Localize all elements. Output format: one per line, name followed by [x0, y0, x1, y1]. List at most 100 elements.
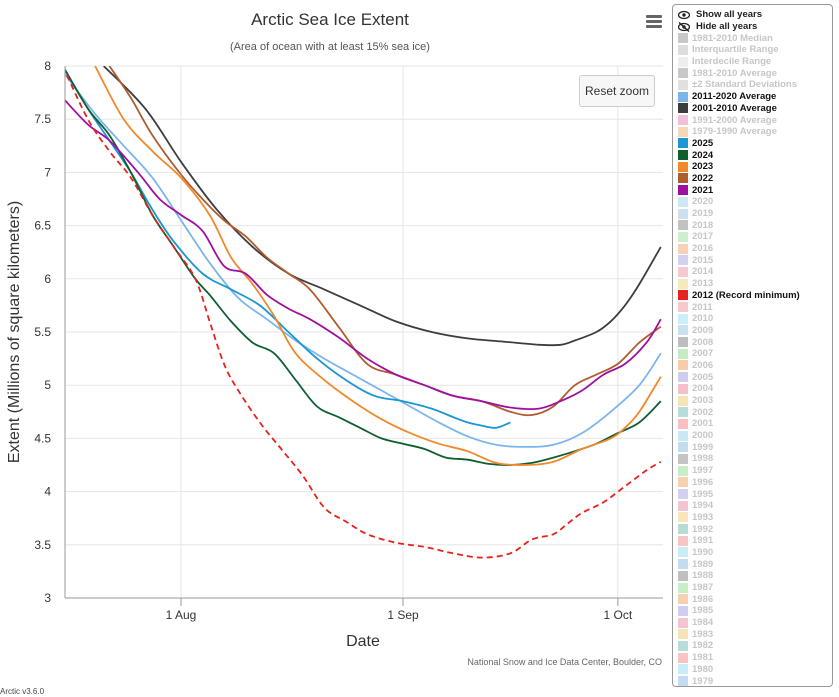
- legend-label: 1981-2010 Average: [692, 67, 777, 79]
- legend-item-1995[interactable]: 1995: [678, 488, 832, 500]
- series-line-2021[interactable]: [63, 98, 662, 410]
- legend-label: 1995: [692, 488, 714, 500]
- legend-swatch: [678, 535, 688, 546]
- legend-label: 2012 (Record minimum): [692, 289, 800, 301]
- legend-item-1980[interactable]: 1980: [678, 664, 832, 676]
- legend-swatch: [678, 453, 688, 464]
- legend-item-2011-2020-average[interactable]: 2011-2020 Average: [678, 91, 832, 103]
- legend-item-1989[interactable]: 1989: [678, 558, 832, 570]
- y-tick-label: 4.5: [34, 431, 51, 445]
- legend-item-2007[interactable]: 2007: [678, 348, 832, 360]
- series-line-2025[interactable]: [63, 66, 511, 429]
- legend-swatch: [678, 302, 688, 313]
- legend-item-1996[interactable]: 1996: [678, 477, 832, 489]
- legend-item-2003[interactable]: 2003: [678, 395, 832, 407]
- legend-item-2004[interactable]: 2004: [678, 383, 832, 395]
- legend-item-2010[interactable]: 2010: [678, 313, 832, 325]
- series-line-2011-2020-average[interactable]: [63, 71, 662, 448]
- legend-item-2015[interactable]: 2015: [678, 254, 832, 266]
- legend-item-2025[interactable]: 2025: [678, 138, 832, 150]
- legend-swatch: [678, 489, 688, 500]
- legend-item-1981-2010-median[interactable]: 1981-2010 Median: [678, 32, 832, 44]
- legend-swatch: [678, 465, 688, 476]
- legend-item-2021[interactable]: 2021: [678, 184, 832, 196]
- series-line-2001-2010-average[interactable]: [103, 66, 662, 347]
- legend-label: 1991: [692, 535, 714, 547]
- legend-item-2008[interactable]: 2008: [678, 336, 832, 348]
- legend-item-1979-1990-average[interactable]: 1979-1990 Average: [678, 126, 832, 138]
- legend-label: Interquartile Range: [692, 44, 779, 56]
- legend-item-2001-2010-average[interactable]: 2001-2010 Average: [678, 103, 832, 115]
- legend-label: 1991-2000 Average: [692, 114, 777, 126]
- legend-item-2023[interactable]: 2023: [678, 161, 832, 173]
- legend-swatch: [678, 500, 688, 511]
- show-all-years-button[interactable]: Show all years: [678, 9, 832, 21]
- legend-item-1987[interactable]: 1987: [678, 582, 832, 594]
- legend-item-1981[interactable]: 1981: [678, 652, 832, 664]
- eye-icon: [678, 10, 690, 19]
- series-line-2024[interactable]: [63, 66, 662, 466]
- legend-label: 2007: [692, 348, 714, 360]
- legend-label: 1985: [692, 605, 714, 617]
- legend-swatch: [678, 360, 688, 371]
- legend-item--2-standard-deviations[interactable]: ±2 Standard Deviations: [678, 79, 832, 91]
- legend-label: 2001: [692, 418, 714, 430]
- legend-swatch: [678, 79, 688, 90]
- legend-swatch: [678, 617, 688, 628]
- legend-item-1993[interactable]: 1993: [678, 512, 832, 524]
- chart-menu-button[interactable]: [643, 13, 665, 33]
- legend-item-2001[interactable]: 2001: [678, 418, 832, 430]
- legend-item-2011[interactable]: 2011: [678, 301, 832, 313]
- legend-item-2017[interactable]: 2017: [678, 231, 832, 243]
- legend-item-2022[interactable]: 2022: [678, 173, 832, 185]
- legend-label: 1998: [692, 453, 714, 465]
- legend-item-1990[interactable]: 1990: [678, 547, 832, 559]
- legend-label: 1981-2010 Median: [692, 32, 773, 44]
- legend-item-2016[interactable]: 2016: [678, 243, 832, 255]
- legend-item-2009[interactable]: 2009: [678, 325, 832, 337]
- legend-item-2024[interactable]: 2024: [678, 149, 832, 161]
- legend-item-1983[interactable]: 1983: [678, 628, 832, 640]
- legend-item-2019[interactable]: 2019: [678, 208, 832, 220]
- legend-label: 2023: [692, 161, 714, 173]
- legend-label: 2004: [692, 383, 714, 395]
- legend-item-1991[interactable]: 1991: [678, 535, 832, 547]
- legend-item-2020[interactable]: 2020: [678, 196, 832, 208]
- legend-item-1994[interactable]: 1994: [678, 500, 832, 512]
- series-line-2012-record-minimum[interactable]: [63, 66, 662, 559]
- series-line-2022[interactable]: [108, 66, 662, 417]
- legend-item-1985[interactable]: 1985: [678, 605, 832, 617]
- legend-item-1981-2010-average[interactable]: 1981-2010 Average: [678, 67, 832, 79]
- legend-swatch: [678, 115, 688, 126]
- legend-label: 2014: [692, 266, 714, 278]
- legend-label: 2025: [692, 137, 714, 149]
- legend-label: 1997: [692, 465, 714, 477]
- legend-item-1988[interactable]: 1988: [678, 570, 832, 582]
- legend-item-1984[interactable]: 1984: [678, 617, 832, 629]
- credit-text[interactable]: National Snow and Ice Data Center, Bould…: [467, 657, 662, 667]
- legend-item-2006[interactable]: 2006: [678, 360, 832, 372]
- reset-zoom-button[interactable]: Reset zoom: [579, 75, 655, 107]
- legend-item-1991-2000-average[interactable]: 1991-2000 Average: [678, 114, 832, 126]
- legend-item-2000[interactable]: 2000: [678, 430, 832, 442]
- legend-item-1998[interactable]: 1998: [678, 453, 832, 465]
- legend-swatch: [678, 337, 688, 348]
- legend-item-2018[interactable]: 2018: [678, 219, 832, 231]
- series-line-2023[interactable]: [94, 66, 662, 466]
- legend-item-2002[interactable]: 2002: [678, 406, 832, 418]
- legend-item-1982[interactable]: 1982: [678, 640, 832, 652]
- hide-all-years-button[interactable]: Hide all years: [678, 21, 832, 33]
- legend-item-1979[interactable]: 1979: [678, 675, 832, 686]
- legend-item-2005[interactable]: 2005: [678, 371, 832, 383]
- legend-item-1992[interactable]: 1992: [678, 523, 832, 535]
- legend-item-interquartile-range[interactable]: Interquartile Range: [678, 44, 832, 56]
- legend-item-1999[interactable]: 1999: [678, 441, 832, 453]
- legend-item-2014[interactable]: 2014: [678, 266, 832, 278]
- legend-item-1986[interactable]: 1986: [678, 593, 832, 605]
- legend-label: 1980: [692, 663, 714, 675]
- legend-item-2012-record-minimum[interactable]: 2012 (Record minimum): [678, 290, 832, 302]
- legend-item-interdecile-range[interactable]: Interdecile Range: [678, 56, 832, 68]
- chart-area: Arctic Sea Ice Extent (Area of ocean wit…: [0, 10, 663, 696]
- legend-item-2013[interactable]: 2013: [678, 278, 832, 290]
- legend-item-1997[interactable]: 1997: [678, 465, 832, 477]
